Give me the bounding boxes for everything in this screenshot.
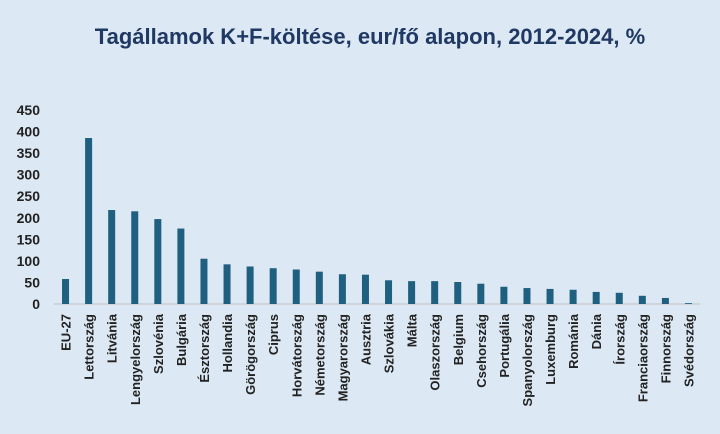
x-tick-label: Észtország: [197, 314, 212, 383]
y-tick-label: 50: [24, 274, 40, 290]
x-tick-label: Finnország: [658, 314, 673, 383]
y-tick-label: 100: [17, 253, 41, 269]
chart-title: Tagállamok K+F-költése, eur/fő alapon, 2…: [94, 24, 646, 49]
x-tick-label: Portugália: [497, 313, 512, 377]
x-tick-label: Litvánia: [105, 313, 120, 363]
bar-15: [408, 281, 416, 304]
y-tick-label: 450: [17, 102, 41, 118]
bar-3: [131, 211, 139, 304]
bar-6: [200, 258, 208, 304]
bar-0: [62, 278, 70, 304]
x-tick-label: Ciprus: [266, 314, 281, 355]
bar-22: [569, 289, 577, 304]
bar-14: [385, 280, 393, 304]
y-tick-label: 250: [17, 188, 41, 204]
x-tick-label: Franciaország: [635, 314, 650, 402]
bar-11: [315, 271, 323, 304]
y-tick-label: 200: [17, 210, 41, 226]
bar-16: [431, 281, 439, 304]
x-tick-label: Luxemburg: [543, 314, 558, 385]
bar-20: [523, 288, 531, 304]
bar-10: [292, 269, 300, 304]
bar-2: [108, 210, 116, 304]
y-tick-label: 0: [32, 296, 40, 312]
bar-17: [454, 282, 462, 304]
x-tick-label: Szlovákia: [382, 313, 397, 373]
bar-24: [615, 292, 623, 304]
bar-4: [154, 219, 162, 304]
x-tick-label: Görögország: [243, 314, 258, 395]
x-tick-label: EU-27: [59, 314, 74, 351]
bar-23: [592, 291, 600, 304]
bar-26: [661, 297, 669, 304]
bar-13: [361, 274, 369, 304]
x-tick-label: Bulgária: [174, 313, 189, 366]
x-tick-label: Belgium: [451, 314, 466, 365]
x-tick-label: Németország: [312, 314, 327, 396]
x-tick-label: Horvátország: [289, 314, 304, 397]
bar-21: [546, 288, 554, 304]
bar-12: [338, 274, 346, 304]
x-tick-label: Hollandia: [220, 313, 235, 372]
y-tick-label: 350: [17, 145, 41, 161]
y-tick-label: 300: [17, 167, 41, 183]
y-tick-label: 400: [17, 124, 41, 140]
bar-25: [638, 295, 646, 304]
bar-5: [177, 228, 185, 304]
x-tick-label: Spanyolország: [520, 314, 535, 407]
bar-8: [246, 266, 254, 304]
x-tick-label: Írország: [612, 314, 627, 365]
bar-18: [477, 283, 485, 304]
bar-9: [269, 268, 277, 304]
x-tick-label: Svédország: [681, 314, 696, 387]
bar-1: [85, 138, 93, 304]
y-tick-label: 150: [17, 231, 41, 247]
x-tick-label: Románia: [566, 313, 581, 369]
x-tick-label: Málta: [405, 313, 420, 347]
bar-19: [500, 286, 508, 304]
x-tick-label: Csehország: [474, 314, 489, 388]
x-tick-label: Szlovénia: [151, 313, 166, 374]
x-tick-label: Dánia: [589, 313, 604, 349]
x-tick-label: Lengyelország: [128, 314, 143, 405]
x-tick-label: Lettország: [82, 314, 97, 380]
x-tick-label: Magyarország: [335, 314, 350, 401]
bar-27: [684, 303, 692, 304]
bar-7: [223, 264, 231, 304]
x-tick-label: Ausztria: [358, 313, 373, 365]
x-tick-label: Olaszország: [428, 314, 443, 391]
